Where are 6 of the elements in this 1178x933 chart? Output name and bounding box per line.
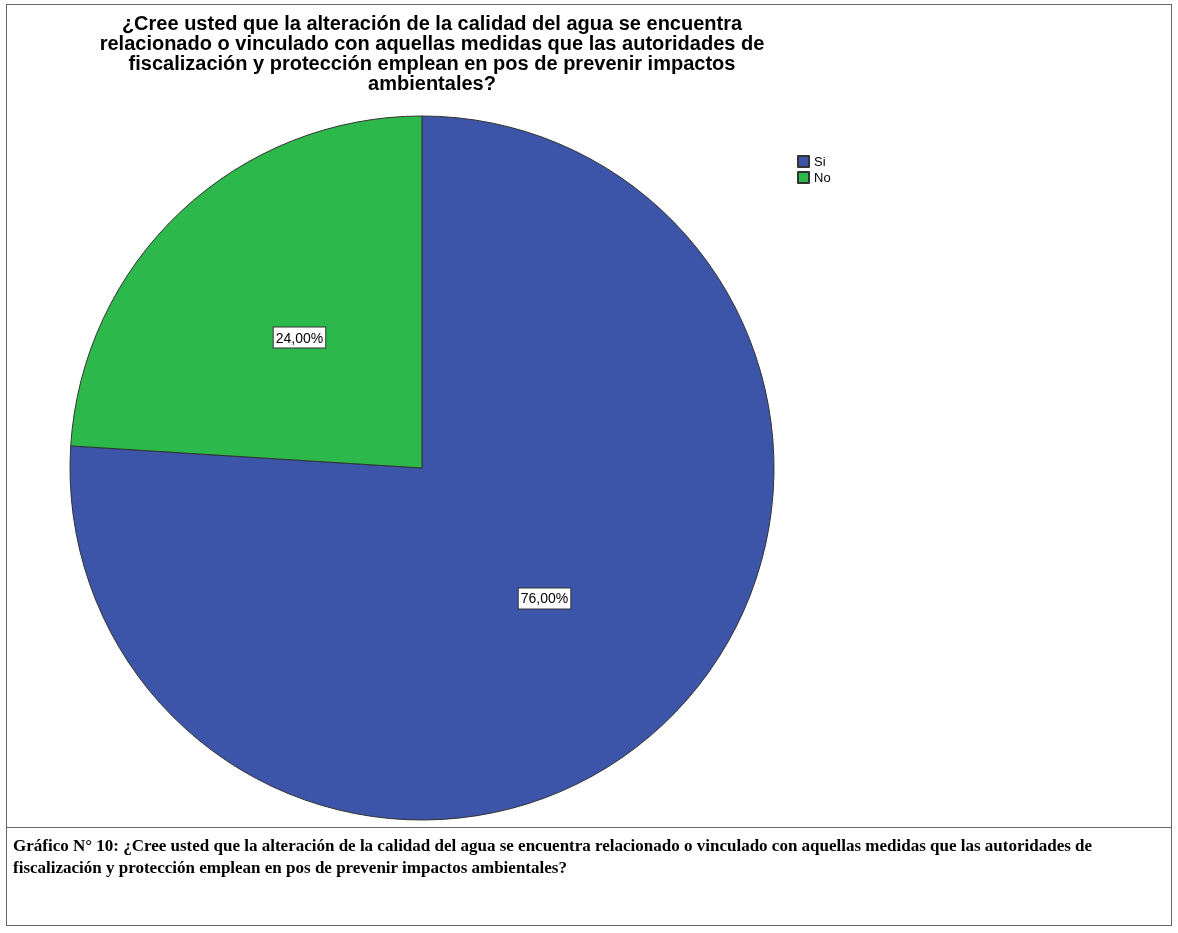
- data-label: 76,00%: [520, 590, 569, 607]
- data-label: 24,00%: [275, 329, 324, 346]
- chart-title: ¿Cree usted que la alteración de la calidad del agua se encuentra relacionado o vinculado con aquellas medidas que las autoridades de fiscalización y protección emplean en pos de prevenir impactos ambientales?: [98, 12, 766, 94]
- legend-label: Si: [814, 154, 826, 169]
- text: Gráfico N° 10: ¿Cree usted que la alteración de la calidad del agua se encuentra relacionado o vinculado con aquellas medidas que las autoridades de fiscalización y protección emplean en pos de prevenir impactos ambientales?: [13, 835, 1094, 879]
- legend-label: No: [814, 170, 831, 185]
